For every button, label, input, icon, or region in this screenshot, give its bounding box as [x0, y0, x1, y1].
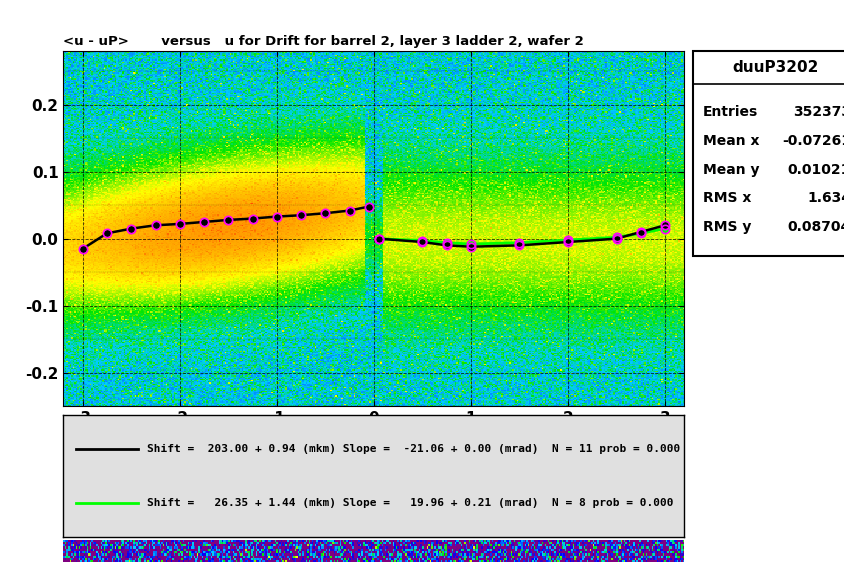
Text: 1.634: 1.634 [806, 191, 844, 206]
Text: 352373: 352373 [793, 106, 844, 119]
Text: Entries: Entries [702, 106, 757, 119]
Text: -0.07261: -0.07261 [782, 134, 844, 148]
Text: Shift =  203.00 + 0.94 (mkm) Slope =  -21.06 + 0.00 (mrad)  N = 11 prob = 0.000: Shift = 203.00 + 0.94 (mkm) Slope = -21.… [147, 444, 679, 454]
Text: Shift =   26.35 + 1.44 (mkm) Slope =   19.96 + 0.21 (mrad)  N = 8 prob = 0.000: Shift = 26.35 + 1.44 (mkm) Slope = 19.96… [147, 498, 673, 508]
Text: Mean x: Mean x [702, 134, 759, 148]
X-axis label: ../P06icFiles/cuProductionMinBias_ReversedFullField.root: ../P06icFiles/cuProductionMinBias_Revers… [149, 432, 598, 445]
Text: duuP3202: duuP3202 [731, 60, 818, 75]
Text: 0.08704: 0.08704 [787, 220, 844, 234]
Text: RMS y: RMS y [702, 220, 750, 234]
Text: 0.01021: 0.01021 [787, 162, 844, 177]
Text: <u - uP>       versus   u for Drift for barrel 2, layer 3 ladder 2, wafer 2: <u - uP> versus u for Drift for barrel 2… [63, 35, 583, 48]
FancyBboxPatch shape [692, 51, 844, 256]
Text: Mean y: Mean y [702, 162, 759, 177]
Text: RMS x: RMS x [702, 191, 750, 206]
